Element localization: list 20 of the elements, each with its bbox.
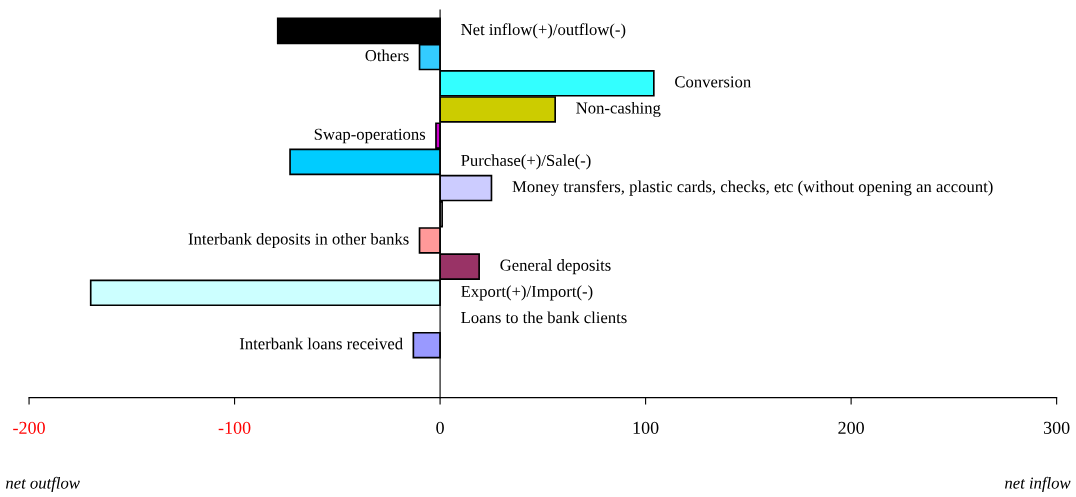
- y-tick-label: Export(+)/Import(-): [461, 285, 593, 301]
- y-tick-label: Purchase(+)/Sale(-): [461, 154, 591, 170]
- y-tick-label: Money transfers, plastic cards, checks, etc (without opening an account): [512, 180, 993, 196]
- x-tick-label: 300: [1043, 421, 1070, 434]
- x-tick-label: 0: [436, 421, 444, 434]
- text: net outflow: [5, 476, 80, 493]
- y-tick-label: Non-cashing: [576, 101, 661, 118]
- x-tick-label: 200: [838, 421, 864, 434]
- y-tick-label: Swap-operations: [314, 128, 426, 144]
- x-tick-label: -200: [13, 421, 45, 434]
- x-tick-label: 100: [633, 421, 659, 434]
- y-tick-label: Loans to the bank clients: [461, 311, 627, 324]
- y-tick-label: General deposits: [500, 259, 611, 275]
- x-tick-label: -100: [218, 421, 251, 434]
- y-tick-label: Interbank loans received: [239, 337, 403, 350]
- y-tick-label: Others: [365, 49, 409, 62]
- y-tick-label: Conversion: [675, 76, 751, 88]
- text: net inflow: [1005, 476, 1071, 493]
- y-tick-label: Interbank deposits in other banks: [188, 232, 409, 248]
- y-tick-label: Net inflow(+)/outflow(-): [461, 23, 626, 39]
